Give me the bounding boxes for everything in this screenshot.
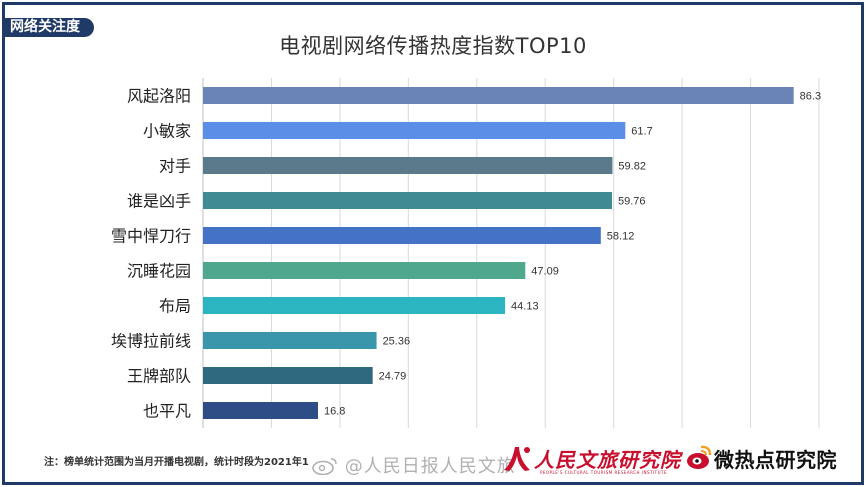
category-label: 沉睡花园	[127, 262, 191, 281]
bar	[203, 122, 626, 139]
category-label: 雪中悍刀行	[111, 227, 191, 246]
footnote: 注：榜单统计范围为当月开播电视剧，统计时段为2021年1	[44, 457, 309, 468]
bars	[203, 87, 794, 419]
value-label: 25.36	[383, 336, 411, 348]
category-label: 对手	[159, 157, 191, 176]
bar	[203, 402, 318, 419]
weiredian-logo-icon	[687, 445, 712, 469]
watermark-text: @人民日报人民文旅	[344, 456, 516, 477]
chart-title: 电视剧网络传播热度指数TOP10	[279, 34, 587, 58]
weiredian-logo: 微热点研究院	[686, 443, 837, 473]
category-label: 王牌部队	[127, 367, 191, 386]
people-logo-icon	[504, 447, 530, 471]
org1-subtitle: PEOPLE'S CULTURAL TOURISM RESEARCH INSTI…	[540, 470, 667, 475]
value-label: 61.7	[631, 126, 652, 138]
weibo-icon	[312, 458, 337, 475]
bar	[203, 262, 526, 279]
value-label: 58.12	[607, 231, 635, 243]
category-label: 也平凡	[143, 402, 191, 421]
category-label: 埃博拉前线	[111, 332, 191, 351]
bar	[203, 192, 613, 209]
section-tag: 网络关注度	[4, 18, 94, 37]
bar	[203, 367, 373, 384]
value-label: 44.13	[511, 301, 539, 313]
value-label: 59.76	[618, 196, 646, 208]
bar	[203, 87, 794, 104]
category-label: 布局	[159, 297, 191, 316]
org2-name: 微热点研究院	[714, 447, 837, 472]
value-label: 47.09	[531, 266, 559, 278]
value-label: 86.3	[800, 91, 821, 103]
bar	[203, 297, 506, 314]
value-label: 16.8	[324, 406, 345, 418]
org1-name: 人民文旅研究院	[534, 447, 681, 472]
people-culture-tourism-logo: 人民文旅研究院 PEOPLE'S CULTURAL TOURISM RESEAR…	[500, 443, 681, 475]
watermark: @人民日报人民文旅	[312, 452, 516, 478]
bar	[203, 157, 613, 174]
bar	[203, 332, 377, 349]
category-label: 谁是凶手	[127, 192, 191, 211]
labels: 风起洛阳 86.3 小敏家 61.7 对手 59.82 谁是凶手 59.76 雪中悍刀行 58.1…	[111, 87, 821, 421]
value-label: 24.79	[379, 371, 407, 383]
category-label: 风起洛阳	[127, 87, 191, 106]
category-label: 小敏家	[143, 122, 191, 141]
value-label: 59.82	[618, 161, 646, 173]
bar	[203, 227, 601, 244]
